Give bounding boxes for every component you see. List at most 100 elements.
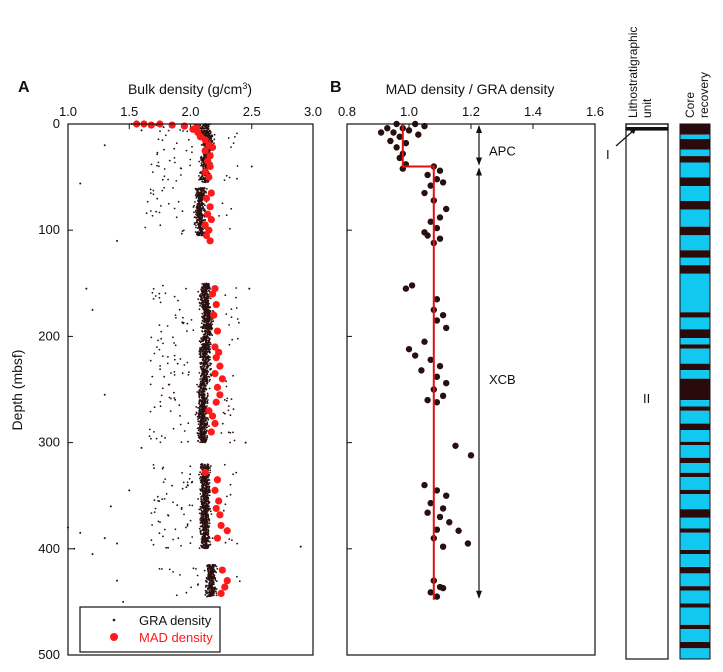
gra-point — [214, 564, 217, 566]
gra-point — [213, 133, 216, 136]
ratio-point — [433, 176, 441, 183]
gra-point — [179, 415, 182, 417]
gra-point — [202, 405, 205, 408]
gra-point — [203, 492, 206, 494]
gra-point — [196, 227, 199, 230]
core-gap-segment — [680, 410, 710, 424]
gra-point — [206, 435, 209, 437]
gra-point — [232, 431, 234, 434]
gra-point — [200, 519, 202, 522]
gra-point — [208, 501, 211, 503]
mad-point — [211, 369, 219, 378]
gra-point — [181, 210, 184, 213]
gra-point — [208, 595, 211, 598]
gra-point — [153, 352, 156, 355]
gra-point — [200, 192, 203, 195]
gra-point — [156, 495, 159, 498]
gra-point — [236, 575, 238, 578]
gra-point — [205, 416, 208, 419]
mad-point — [218, 375, 226, 383]
gra-point — [155, 437, 158, 440]
gra-point — [206, 297, 209, 300]
gra-point — [149, 210, 152, 212]
gra-point — [209, 580, 212, 583]
gra-point — [180, 174, 182, 176]
gra-point — [210, 566, 213, 569]
gra-point — [164, 478, 167, 480]
gra-point — [200, 346, 203, 349]
gra-point — [199, 383, 202, 386]
gra-point — [195, 193, 198, 196]
gra-point — [160, 330, 163, 333]
gra-point — [162, 535, 164, 538]
gra-point — [175, 594, 178, 597]
gra-point — [199, 187, 202, 189]
gra-point — [204, 373, 206, 376]
gra-point — [199, 477, 201, 480]
gra-point — [180, 506, 183, 509]
gra-point — [158, 211, 161, 214]
gra-point — [158, 567, 161, 570]
core-gap-segment — [680, 400, 710, 407]
gra-point — [206, 564, 209, 567]
gra-point — [210, 367, 213, 370]
gra-point — [202, 203, 205, 205]
core-recovered-segment — [680, 603, 710, 608]
gra-point — [175, 142, 178, 145]
gra-point — [204, 519, 207, 522]
gra-point — [207, 540, 209, 543]
gra-point — [205, 290, 207, 293]
gra-point — [200, 356, 203, 358]
gra-point — [202, 507, 205, 510]
core-recovered-segment — [680, 363, 710, 371]
gra-point — [209, 491, 211, 494]
gra-point — [177, 537, 180, 540]
gra-point — [201, 195, 203, 198]
panel-a-y-ticks: 0 100 200 300 400 500 — [38, 116, 73, 662]
gra-point — [182, 316, 184, 319]
gra-point — [185, 287, 187, 290]
gra-point — [172, 538, 175, 541]
gra-point — [200, 387, 203, 389]
gra-point — [206, 286, 209, 288]
gra-point — [156, 197, 159, 200]
gra-point — [200, 540, 203, 543]
gra-point — [204, 506, 207, 509]
mad-point — [207, 189, 215, 197]
ratio-point — [396, 154, 403, 162]
gra-point — [203, 155, 206, 158]
b-x-tick-label: 0.8 — [338, 104, 356, 119]
gra-point — [187, 138, 190, 141]
gra-point — [208, 319, 211, 322]
gra-point — [158, 348, 161, 351]
gra-point — [158, 165, 160, 168]
gra-point — [198, 372, 201, 374]
ratio-point — [415, 131, 422, 138]
gra-point — [195, 568, 197, 570]
gra-point — [230, 207, 233, 210]
gra-point — [167, 383, 170, 386]
gra-point — [207, 399, 209, 401]
gra-point — [198, 416, 201, 418]
gra-point — [203, 313, 206, 316]
gra-point — [183, 513, 185, 516]
apc-label: APC — [489, 144, 516, 159]
gra-point — [182, 481, 185, 484]
gra-point — [201, 422, 203, 425]
gra-point — [199, 171, 202, 173]
gra-point — [201, 498, 203, 501]
gra-point — [202, 344, 205, 346]
gra-point — [201, 188, 203, 191]
gra-point — [199, 351, 202, 354]
gra-point — [209, 576, 212, 579]
gra-point — [162, 284, 164, 287]
gra-point — [159, 405, 162, 408]
gra-point — [91, 553, 94, 556]
gra-point — [162, 481, 165, 483]
ratio-point — [433, 296, 441, 303]
gra-point — [250, 165, 253, 168]
gra-point — [197, 234, 200, 237]
gra-point — [204, 350, 207, 353]
gra-point — [206, 333, 209, 336]
gra-point — [224, 503, 227, 506]
